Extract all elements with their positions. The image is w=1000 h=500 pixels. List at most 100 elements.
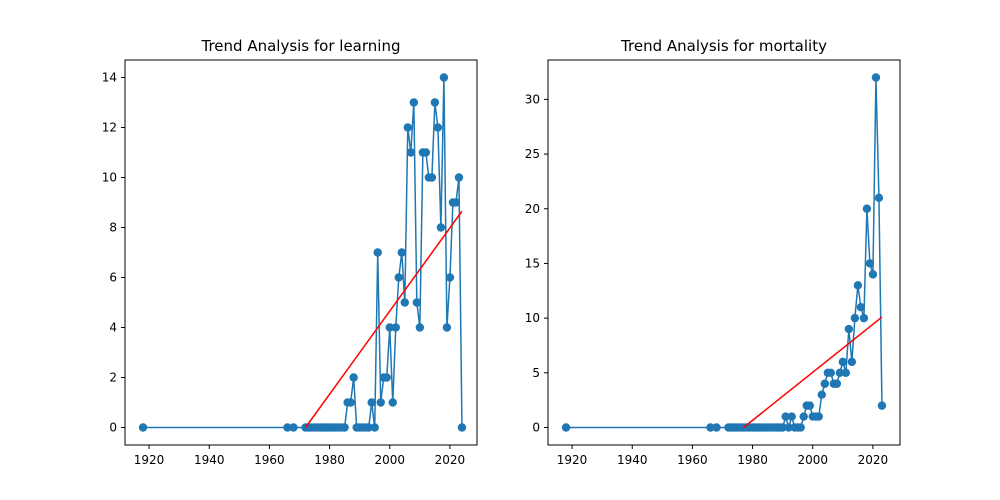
data-point [391,323,400,332]
data-point [409,98,419,107]
data-point [445,273,455,282]
data-point [349,373,358,382]
data-point [853,281,863,290]
data-point [400,298,409,307]
data-point [784,423,793,432]
y-tick-label: 30 [525,92,540,106]
data-point [364,423,373,432]
data-point [421,148,431,157]
data-point [370,423,379,432]
data-point [373,248,382,257]
data-point [796,423,805,432]
y-tick-label: 12 [102,121,117,135]
y-tick-label: 0 [109,421,117,435]
x-tick-label: 2020 [435,453,466,467]
data-point [838,357,848,367]
data-point [787,412,796,421]
y-tick-label: 14 [102,71,117,85]
data-point [826,368,836,378]
y-tick-label: 6 [109,271,117,285]
data-point [397,248,406,257]
data-point [781,412,790,421]
data-point [412,298,422,307]
data-point [430,98,440,107]
data-point [454,173,464,182]
data-point [439,73,449,82]
data-point [442,323,452,332]
x-tick-label: 1940 [194,453,225,467]
data-point [877,401,887,410]
x-tick-label: 1920 [134,453,165,467]
data-point [817,390,826,399]
data-point [865,259,875,268]
data-point [451,198,461,207]
data-point [433,123,443,132]
data-point [874,193,884,203]
x-tick-label: 1980 [314,453,345,467]
plot-area [124,59,478,446]
data-point [415,323,425,332]
data-point [289,423,298,432]
plot-area [547,59,901,446]
x-tick-label: 2000 [374,453,405,467]
data-point [406,148,416,157]
data-point [850,313,860,323]
data-point [346,398,355,407]
data-point [385,323,394,332]
data-point [457,423,467,432]
y-tick-label: 0 [532,421,540,435]
data-point [778,423,787,432]
data-point [340,423,349,432]
y-tick-label: 2 [109,371,117,385]
x-tick-label: 1960 [677,453,708,467]
data-point [841,368,851,378]
trend-line [304,210,463,428]
data-point [382,373,391,382]
x-tick-label: 1940 [617,453,648,467]
data-point [561,423,571,432]
x-tick-label: 1980 [737,453,768,467]
chart-mortality: Trend Analysis for mortality 1920 1940 196… [525,37,901,467]
data-point [814,412,823,421]
x-tick-label: 1960 [254,453,285,467]
data-point [868,270,878,279]
y-tick-label: 10 [102,171,117,185]
y-tick-label: 20 [525,202,540,216]
data-point [856,302,866,312]
data-point [835,368,845,378]
data-point [427,173,437,182]
y-tick-label: 15 [525,256,540,270]
data-point [712,423,721,432]
data-point [706,423,715,432]
y-tick-label: 25 [525,147,540,161]
y-tick-label: 4 [109,321,117,335]
data-point [832,379,842,388]
data-point [283,423,292,432]
y-tick-label: 5 [532,366,540,380]
x-tick-label: 2020 [858,453,889,467]
chart-title: Trend Analysis for learning [201,37,401,55]
chart-title: Trend Analysis for mortality [620,37,827,55]
data-point [436,223,446,232]
x-tick-label: 2000 [797,453,828,467]
trend-line [743,316,883,429]
data-point [805,401,814,410]
x-tick-label: 1920 [557,453,588,467]
data-point [376,398,385,407]
data-point [394,273,403,282]
y-tick-label: 8 [109,221,117,235]
data-point [388,398,397,407]
data-point [862,204,872,213]
data-point [403,123,413,132]
chart-learning: Trend Analysis for learning 1920 1940 1960… [102,37,478,467]
data-point [138,423,148,432]
data-point [799,412,808,421]
y-tick-label: 10 [525,311,540,325]
data-point [820,379,829,388]
data-point [367,398,376,407]
data-point [859,313,869,323]
data-point [871,73,881,82]
data-point [847,357,857,367]
